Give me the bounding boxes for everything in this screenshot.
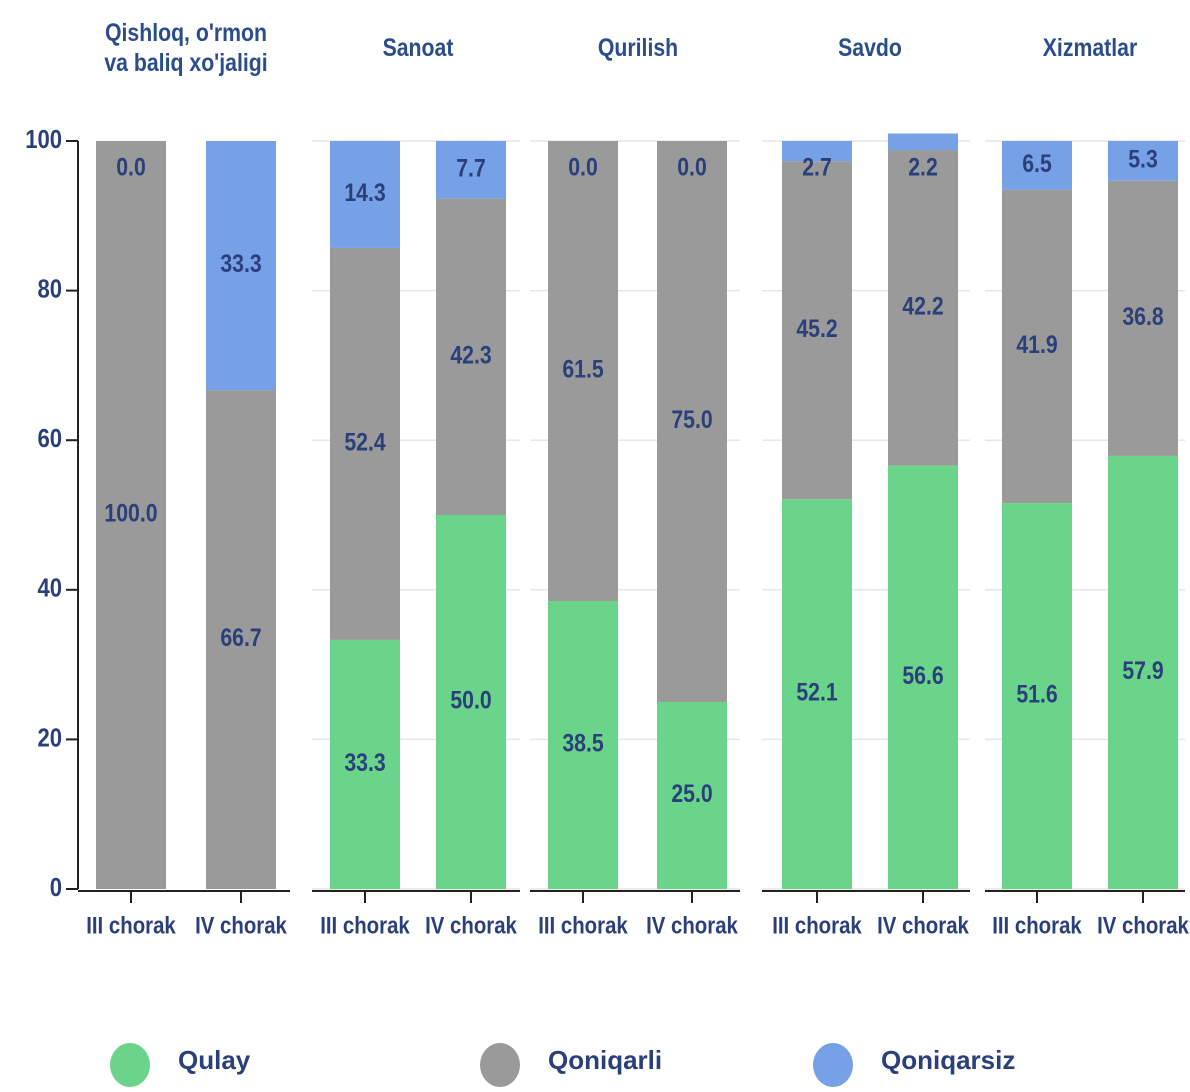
x-tick-label: III chorak [320,912,410,939]
bar-segment [888,133,958,150]
panel-title: Xizmatlar [1042,34,1138,62]
bar-segment [782,141,852,162]
value-label: 14.3 [344,178,385,206]
bar-segment [1002,141,1072,190]
value-label: 41.9 [1016,330,1057,358]
value-label: 2.2 [908,153,938,181]
bar-segment [206,390,276,889]
value-label: 0.0 [677,153,707,181]
value-label: 38.5 [562,729,603,757]
legend-label: Qulay [178,1045,251,1075]
y-tick-label: 100 [25,125,62,154]
y-tick-label: 20 [38,724,63,753]
value-label: 36.8 [1122,302,1163,330]
value-label: 66.7 [220,624,261,652]
y-tick-label: 0 [50,873,62,902]
legend-marker [813,1043,853,1087]
bar-segment [548,601,618,889]
x-tick-label: III chorak [538,912,628,939]
y-tick-label: 40 [38,574,63,603]
bar-segment [1108,180,1178,456]
x-tick-label: IV chorak [195,912,287,939]
value-label: 57.9 [1122,656,1163,684]
bar-segment [782,499,852,889]
value-label: 25.0 [671,779,712,807]
bar-segment [206,141,276,391]
value-label: 75.0 [671,405,712,433]
value-label: 45.2 [796,314,837,342]
bar-segment [1002,189,1072,504]
bar-segment [548,141,618,602]
value-label: 61.5 [562,355,603,383]
bar-segment [330,247,400,640]
bar-segment [888,149,958,466]
bar-segment [888,465,958,889]
legend-marker [480,1043,520,1087]
bar-segment [657,141,727,702]
x-tick-label: III chorak [772,912,862,939]
y-tick-label: 60 [38,424,63,453]
value-label: 0.0 [568,153,598,181]
value-label: 100.0 [104,499,157,527]
value-label: 33.3 [220,250,261,278]
value-label: 51.6 [1016,680,1057,708]
bar-segment [436,141,506,199]
value-label: 56.6 [902,661,943,689]
bar-segment [1002,503,1072,889]
bar-segment [657,702,727,889]
bar-segment [436,198,506,515]
panel-title: Savdo [838,34,902,62]
value-label: 52.4 [344,428,385,456]
x-tick-label: IV chorak [1097,912,1189,939]
x-tick-label: III chorak [992,912,1082,939]
bar-segment [1108,455,1178,889]
value-label: 42.2 [902,292,943,320]
panel-title: Sanoat [382,34,454,62]
panel-title: Qurilish [597,34,678,62]
value-label: 50.0 [450,686,491,714]
bar-segment [330,639,400,889]
value-label: 42.3 [450,341,491,369]
bar-segment [436,515,506,889]
value-label: 33.3 [344,748,385,776]
x-tick-label: IV chorak [877,912,969,939]
panel-title: Qishloq, o'rmon va baliq xo'jaligi [104,19,268,77]
value-label: 2.7 [802,153,832,181]
value-label: 7.7 [456,154,486,182]
bar-segment [96,141,166,889]
x-tick-label: IV chorak [425,912,517,939]
value-label: 52.1 [796,678,837,706]
bar-segment [782,161,852,500]
legend-label: Qoniqarli [548,1045,662,1075]
value-label: 0.0 [116,153,146,181]
x-tick-label: III chorak [86,912,176,939]
value-label: 5.3 [1128,145,1158,173]
bar-segment [330,141,400,248]
bar-segment [1108,141,1178,181]
legend-label: Qoniqarsiz [881,1045,1015,1075]
value-label: 6.5 [1022,149,1052,177]
x-tick-label: IV chorak [646,912,738,939]
legend-marker [110,1043,150,1087]
y-tick-label: 80 [38,275,63,304]
